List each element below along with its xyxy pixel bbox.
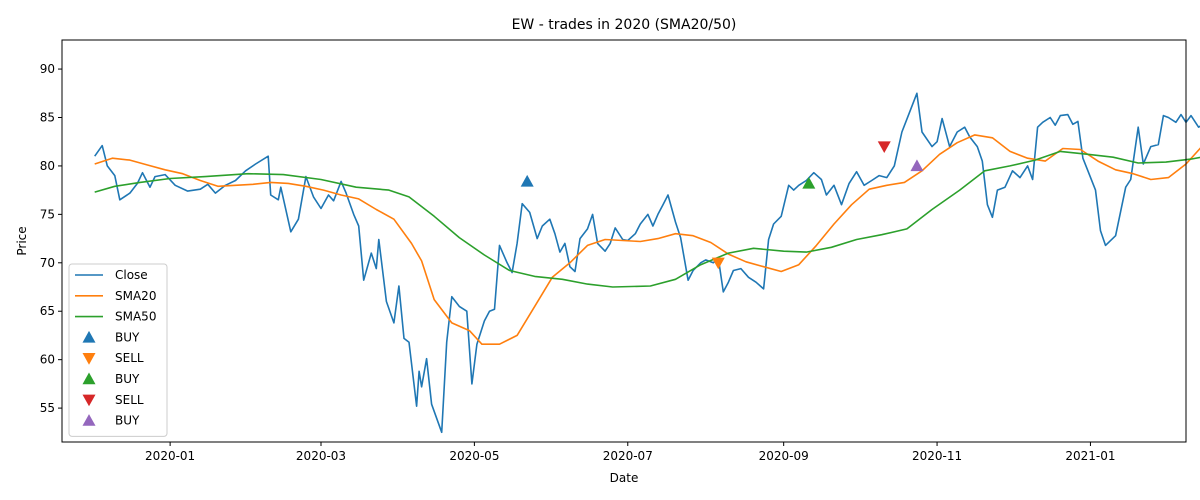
series-line-sma50 <box>94 150 1200 288</box>
y-axis: 55 60 65 70 75 80 85 90 <box>40 62 62 415</box>
x-tick-label: 2020-05 <box>449 449 499 463</box>
sell-marker-4 <box>877 141 891 154</box>
y-tick-label: 60 <box>40 353 55 367</box>
legend-label: Close <box>115 268 148 282</box>
x-tick-label: 2020-09 <box>759 449 809 463</box>
legend-swatch-buy <box>82 330 96 343</box>
series-line-sma20 <box>94 134 1200 346</box>
x-axis-label: Date <box>610 471 639 485</box>
plot-frame <box>61 39 1187 443</box>
chart-title: EW - trades in 2020 (SMA20/50) <box>512 17 737 33</box>
plot-lines <box>94 92 1200 434</box>
y-tick-label: 80 <box>40 159 55 173</box>
legend-swatch-buy <box>82 414 96 426</box>
plot-markers <box>520 141 924 270</box>
legend-swatch-buy <box>82 372 96 385</box>
series-line-close <box>94 92 1200 434</box>
y-tick-label: 75 <box>40 207 55 221</box>
y-axis-label: Price <box>15 226 29 255</box>
y-tick-label: 55 <box>40 401 55 415</box>
y-tick-label: 85 <box>40 110 55 124</box>
buy-marker-3 <box>802 176 816 189</box>
x-tick-label: 2021-01 <box>1065 449 1115 463</box>
sell-marker-2 <box>711 257 725 270</box>
legend-swatch-sell <box>82 353 96 365</box>
legend-swatch-sell <box>82 394 96 407</box>
legend-label: SELL <box>115 393 144 407</box>
buy-marker-5 <box>910 159 924 172</box>
legend: Close SMA20 SMA50 BUY SELL BUY SELL BUY <box>68 263 168 437</box>
legend-label: SMA20 <box>115 289 156 303</box>
legend-box <box>68 263 168 437</box>
x-axis: 2020-01 2020-03 2020-05 2020-07 2020-09 2020-… <box>145 442 1116 463</box>
x-tick-label: 2020-03 <box>296 449 346 463</box>
legend-label: BUY <box>115 414 140 428</box>
legend-label: SMA50 <box>115 310 156 324</box>
x-tick-label: 2020-07 <box>603 449 653 463</box>
buy-marker-1 <box>520 174 534 187</box>
legend-label: BUY <box>115 372 140 386</box>
y-tick-label: 65 <box>40 304 55 318</box>
x-tick-label: 2020-01 <box>145 449 195 463</box>
y-tick-label: 90 <box>40 62 55 76</box>
y-tick-label: 70 <box>40 256 55 270</box>
legend-label: BUY <box>115 330 140 344</box>
legend-label: SELL <box>115 351 144 365</box>
x-tick-label: 2020-11 <box>912 449 962 463</box>
